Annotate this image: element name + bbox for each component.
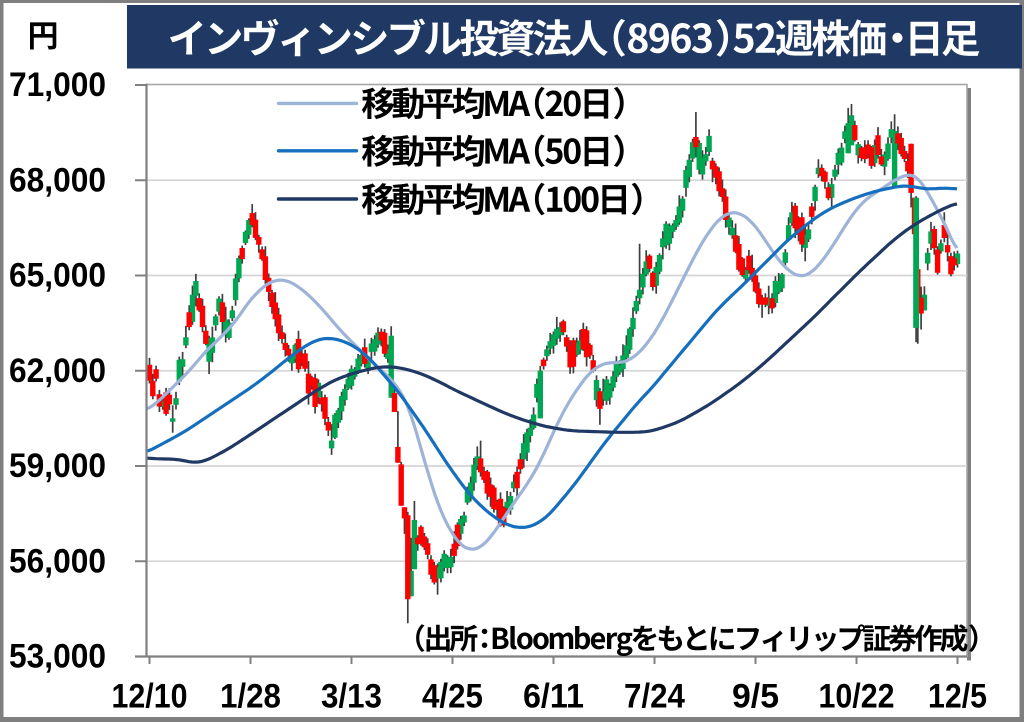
svg-text:62,000: 62,000 (9, 352, 106, 390)
svg-text:10/22: 10/22 (819, 677, 895, 715)
svg-text:1/28: 1/28 (220, 677, 281, 715)
svg-text:56,000: 56,000 (9, 543, 106, 581)
svg-text:3/13: 3/13 (321, 677, 382, 715)
svg-text:9/5: 9/5 (732, 677, 779, 715)
svg-text:65,000: 65,000 (9, 257, 106, 295)
svg-text:68,000: 68,000 (9, 161, 106, 199)
svg-text:71,000: 71,000 (9, 66, 106, 104)
svg-text:12/5: 12/5 (928, 677, 987, 715)
svg-text:4/25: 4/25 (422, 677, 483, 715)
svg-text:53,000: 53,000 (9, 638, 106, 676)
svg-text:59,000: 59,000 (9, 447, 106, 485)
svg-text:6/11: 6/11 (523, 677, 584, 715)
svg-text:12/10: 12/10 (112, 677, 188, 715)
svg-text:7/24: 7/24 (624, 677, 685, 715)
